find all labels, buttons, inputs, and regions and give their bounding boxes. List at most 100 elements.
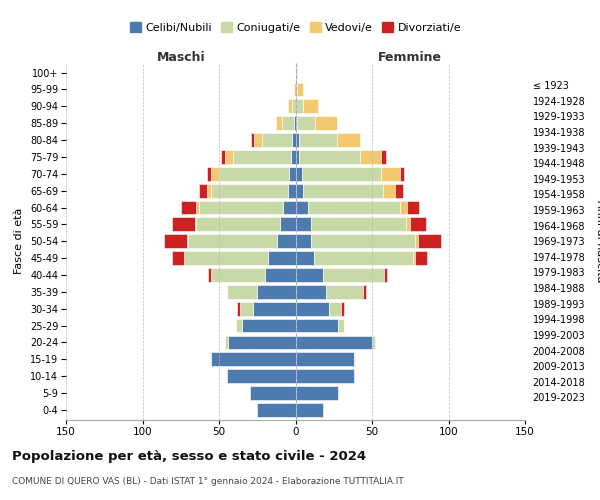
Bar bbox=[282, 116, 294, 130]
Bar bbox=[262, 133, 292, 147]
Bar bbox=[221, 150, 225, 164]
Bar bbox=[296, 200, 308, 214]
Bar bbox=[277, 234, 296, 248]
Bar bbox=[296, 234, 311, 248]
Bar bbox=[280, 218, 296, 232]
Bar bbox=[296, 352, 353, 366]
Bar bbox=[338, 318, 344, 332]
Bar bbox=[207, 167, 211, 180]
Text: Maschi: Maschi bbox=[157, 51, 205, 64]
Bar bbox=[257, 403, 296, 417]
Bar bbox=[187, 234, 188, 248]
Bar bbox=[253, 302, 296, 316]
Bar bbox=[291, 150, 296, 164]
Bar bbox=[303, 184, 383, 198]
Bar bbox=[296, 150, 299, 164]
Bar bbox=[337, 133, 360, 147]
Bar bbox=[363, 285, 366, 299]
Y-axis label: Fasce di età: Fasce di età bbox=[14, 208, 25, 274]
Bar bbox=[196, 200, 199, 214]
Bar bbox=[296, 318, 338, 332]
Legend: Celibi/Nubili, Coniugati/e, Vedovi/e, Divorziati/e: Celibi/Nubili, Coniugati/e, Vedovi/e, Di… bbox=[125, 18, 466, 38]
Bar bbox=[415, 234, 418, 248]
Bar bbox=[275, 116, 282, 130]
Bar bbox=[268, 251, 296, 265]
Bar bbox=[184, 251, 268, 265]
Text: COMUNE DI QUERO VAS (BL) - Dati ISTAT 1° gennaio 2024 - Elaborazione TUTTITALIA.: COMUNE DI QUERO VAS (BL) - Dati ISTAT 1°… bbox=[12, 478, 404, 486]
Bar bbox=[413, 251, 415, 265]
Bar bbox=[353, 352, 355, 366]
Bar bbox=[296, 133, 299, 147]
Bar bbox=[383, 184, 395, 198]
Bar bbox=[296, 251, 314, 265]
Bar bbox=[296, 184, 303, 198]
Bar bbox=[314, 251, 413, 265]
Bar bbox=[199, 200, 283, 214]
Bar bbox=[294, 82, 296, 96]
Bar bbox=[236, 318, 242, 332]
Bar bbox=[207, 184, 211, 198]
Bar bbox=[381, 150, 386, 164]
Bar bbox=[296, 167, 302, 180]
Bar bbox=[418, 234, 441, 248]
Bar bbox=[296, 100, 303, 114]
Bar bbox=[296, 403, 323, 417]
Bar bbox=[395, 184, 403, 198]
Bar bbox=[288, 184, 296, 198]
Bar bbox=[250, 386, 296, 400]
Bar bbox=[228, 336, 296, 349]
Bar bbox=[372, 336, 375, 349]
Bar bbox=[242, 318, 296, 332]
Bar bbox=[296, 116, 297, 130]
Bar bbox=[360, 150, 381, 164]
Bar bbox=[400, 200, 407, 214]
Y-axis label: Anni di nascita: Anni di nascita bbox=[595, 200, 600, 282]
Bar bbox=[194, 218, 196, 232]
Bar bbox=[208, 268, 211, 282]
Bar bbox=[211, 167, 219, 180]
Bar bbox=[303, 100, 319, 114]
Bar bbox=[400, 167, 404, 180]
Bar bbox=[219, 167, 289, 180]
Bar bbox=[299, 133, 337, 147]
Bar bbox=[227, 369, 296, 383]
Bar bbox=[292, 100, 296, 114]
Bar bbox=[326, 285, 363, 299]
Bar bbox=[316, 116, 337, 130]
Bar bbox=[211, 352, 296, 366]
Bar bbox=[311, 234, 415, 248]
Bar bbox=[341, 302, 344, 316]
Bar bbox=[297, 116, 316, 130]
Bar bbox=[407, 200, 419, 214]
Bar bbox=[227, 285, 257, 299]
Bar bbox=[384, 268, 388, 282]
Bar bbox=[181, 200, 196, 214]
Bar bbox=[211, 268, 265, 282]
Bar bbox=[225, 150, 233, 164]
Bar bbox=[296, 82, 297, 96]
Bar bbox=[210, 352, 211, 366]
Bar bbox=[254, 133, 262, 147]
Bar bbox=[172, 251, 184, 265]
Bar bbox=[241, 302, 253, 316]
Bar bbox=[233, 150, 291, 164]
Bar bbox=[329, 302, 341, 316]
Bar bbox=[296, 302, 329, 316]
Bar bbox=[288, 100, 292, 114]
Bar bbox=[211, 184, 288, 198]
Bar bbox=[188, 234, 277, 248]
Bar bbox=[311, 218, 406, 232]
Bar bbox=[323, 268, 384, 282]
Bar bbox=[225, 336, 228, 349]
Bar bbox=[238, 302, 241, 316]
Bar bbox=[410, 218, 425, 232]
Bar bbox=[294, 116, 296, 130]
Bar bbox=[296, 386, 338, 400]
Bar bbox=[296, 336, 372, 349]
Bar bbox=[406, 218, 410, 232]
Bar bbox=[308, 200, 400, 214]
Bar bbox=[296, 66, 297, 80]
Text: Popolazione per età, sesso e stato civile - 2024: Popolazione per età, sesso e stato civil… bbox=[12, 450, 366, 463]
Bar bbox=[297, 82, 303, 96]
Bar bbox=[196, 218, 280, 232]
